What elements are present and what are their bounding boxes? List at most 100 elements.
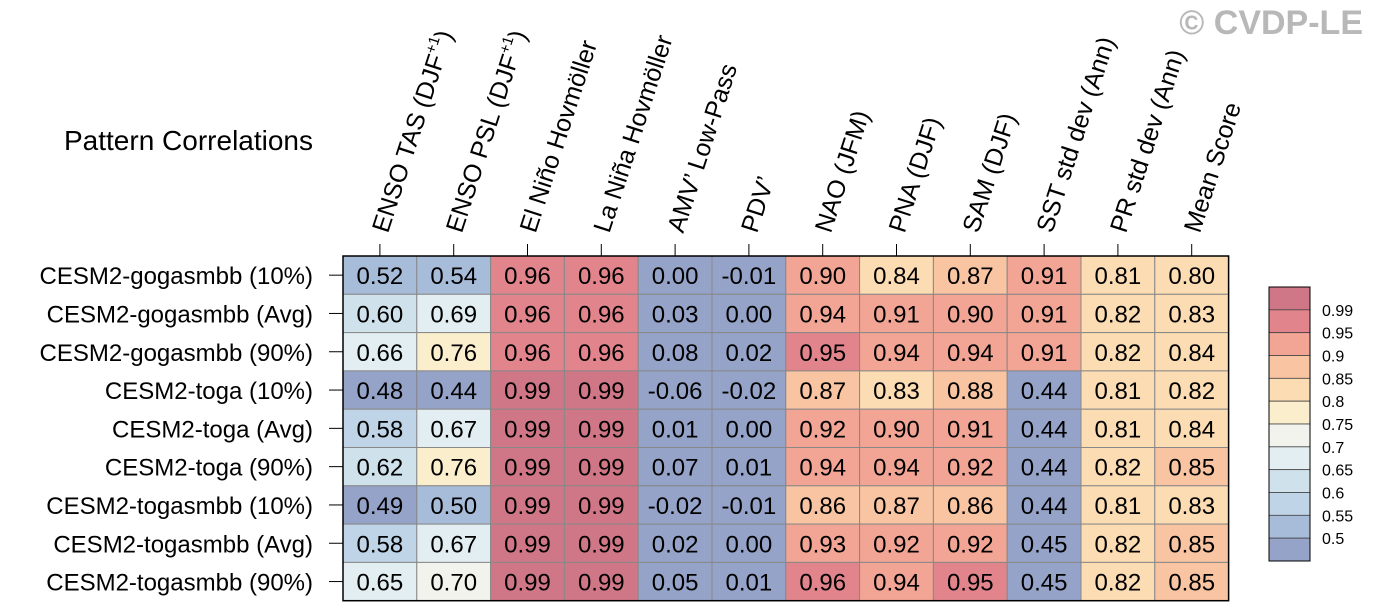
column-label: AMV’ Low-Pass	[662, 60, 743, 236]
cell-value-label: 0.99	[578, 378, 625, 405]
column-label: PR std dev (Ann)	[1105, 46, 1190, 236]
cell-value-label: 0.94	[873, 570, 920, 597]
colorbar-bin	[1268, 309, 1311, 334]
cell-value-label: 0.07	[652, 455, 699, 482]
column-label-text: SST std dev (Ann)	[1031, 33, 1121, 235]
cell-value-label: 0.96	[578, 340, 625, 367]
heatmap-cell	[1154, 293, 1230, 334]
column-label: NAO (JFM)	[810, 107, 876, 236]
cell-value-label: 0.80	[1168, 263, 1215, 290]
colorbar-tick-label: 0.95	[1322, 326, 1353, 343]
colorbar-frame	[1268, 286, 1311, 562]
heatmap-cell	[416, 447, 492, 487]
cell-value-label: 0.08	[652, 340, 699, 367]
heatmap-cell	[1154, 523, 1230, 563]
cell-value-label: 0.94	[947, 340, 994, 367]
cell-value-label: 0.60	[357, 301, 404, 328]
colorbar-bin	[1268, 537, 1311, 562]
colorbar-tick-label: 0.75	[1322, 417, 1353, 434]
column-label-text: AMV’ Low-Pass	[662, 60, 743, 236]
heatmap-cell	[1080, 447, 1156, 487]
cell-value-label: 0.67	[430, 531, 477, 558]
cell-value-label: 0.54	[430, 263, 477, 290]
heatmap-cell	[1006, 255, 1082, 295]
column-label: El Niño Hovmöller	[515, 37, 603, 236]
column-label-text: ENSO TAS (DJF	[367, 51, 451, 236]
colorbar-tick-label: 0.5	[1322, 531, 1344, 548]
column-label-text: Mean Score	[1179, 99, 1247, 236]
colorbar-tick-label: 0.65	[1322, 463, 1353, 480]
column-label-text: PR std dev (Ann)	[1105, 46, 1190, 236]
cell-value-label: 0.96	[578, 263, 625, 290]
column-labels: ENSO TAS (DJF+1)ENSO PSL (DJF+1)El Niño …	[365, 26, 1247, 256]
cell-value-label: 0.00	[726, 301, 773, 328]
heatmap-cell	[1154, 332, 1230, 372]
cell-value-label: 0.45	[1021, 570, 1068, 597]
column-label: La Niña Hovmöller	[588, 32, 678, 236]
cell-value-label: 0.81	[1095, 416, 1142, 443]
cell-value-label: 0.84	[873, 263, 920, 290]
column-label: SAM (DJF)	[957, 110, 1022, 236]
colorbar-bin	[1268, 286, 1311, 311]
heatmap-cell	[785, 332, 861, 372]
cell-value-label: 0.44	[430, 378, 477, 405]
heatmap-cell	[637, 293, 713, 334]
cell-value-label: -0.01	[722, 263, 777, 290]
cell-value-label: 0.91	[1021, 301, 1068, 328]
cell-value-label: 0.92	[873, 531, 920, 558]
heatmap-cell	[932, 523, 1008, 563]
cell-value-label: 0.01	[652, 416, 699, 443]
cell-value-label: 0.83	[1168, 301, 1215, 328]
colorbar-tick-label: 0.85	[1322, 371, 1353, 388]
cell-value-label: 0.83	[1168, 493, 1215, 520]
heatmap-cell	[1080, 370, 1156, 410]
column-label-text: La Niña Hovmöller	[588, 32, 678, 236]
heatmap-cell	[490, 485, 565, 525]
cell-value-label: 0.96	[578, 301, 625, 328]
colorbar-tick-label: 0.7	[1322, 440, 1344, 457]
row-label: CESM2-togasmbb (Avg)	[53, 531, 313, 558]
heatmap-cell	[785, 255, 861, 295]
cell-value-label: 0.99	[504, 416, 551, 443]
cell-value-label: 0.66	[357, 340, 404, 367]
heatmap-cell	[711, 293, 787, 334]
column-label-text: NAO (JFM)	[810, 107, 876, 236]
cell-value-label: 0.44	[1021, 493, 1068, 520]
heatmap-cell	[785, 370, 861, 410]
cell-value-label: 0.96	[504, 301, 551, 328]
column-label: ENSO TAS (DJF+1)	[365, 26, 459, 236]
cell-value-label: 0.85	[1168, 455, 1215, 482]
heatmap-cell	[490, 447, 565, 487]
colorbar-bin	[1268, 400, 1311, 425]
heatmap-cell	[563, 332, 639, 372]
cell-value-label: 0.99	[504, 455, 551, 482]
heatmap-cell	[416, 370, 492, 410]
cell-value-label: 0.01	[726, 455, 773, 482]
copyright-watermark: © CVDP-LE	[1179, 4, 1363, 42]
row-label: CESM2-gogasmbb (Avg)	[47, 301, 313, 328]
cell-value-label: 0.90	[947, 301, 994, 328]
cell-value-label: 0.69	[430, 301, 477, 328]
row-labels: CESM2-gogasmbb (10%) CESM2-gogasmbb (Avg)…	[40, 263, 343, 597]
heatmap-cell	[1080, 293, 1156, 334]
colorbar-tick-label: 0.6	[1322, 486, 1344, 503]
cell-value-label: 0.99	[504, 531, 551, 558]
cell-value-label: 0.88	[947, 378, 994, 405]
heatmap-cell	[563, 408, 639, 449]
heatmap-cell	[711, 370, 787, 410]
cell-value-label: 0.92	[799, 416, 846, 443]
cell-value-label: 0.00	[726, 416, 773, 443]
colorbar-tick-label: 0.99	[1322, 303, 1353, 320]
cell-value-label: 0.67	[430, 416, 477, 443]
cell-value-label: 0.96	[504, 340, 551, 367]
cell-value-label: 0.00	[652, 263, 699, 290]
heatmap-cell	[416, 332, 492, 372]
column-label: PDV’	[736, 173, 780, 236]
cell-value-label: 0.83	[873, 378, 920, 405]
column-label-text: El Niño Hovmöller	[515, 37, 603, 236]
heatmap-cell	[932, 332, 1008, 372]
colorbar-bin	[1268, 446, 1311, 471]
cell-value-label: -0.02	[648, 493, 703, 520]
colorbar-bin	[1268, 355, 1311, 379]
